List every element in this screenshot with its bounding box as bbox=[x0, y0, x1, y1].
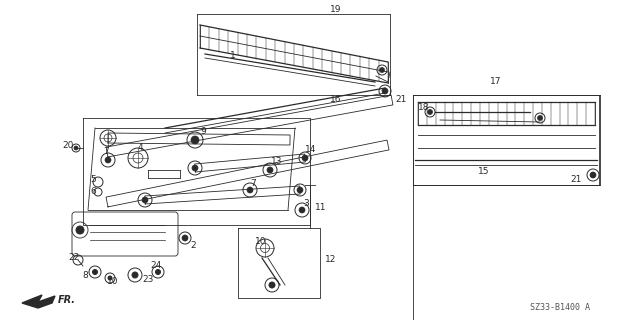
Text: 11: 11 bbox=[315, 203, 327, 212]
Text: 21: 21 bbox=[395, 94, 406, 103]
Text: 13: 13 bbox=[271, 157, 283, 166]
Text: 18: 18 bbox=[418, 102, 430, 111]
Circle shape bbox=[191, 136, 199, 144]
Text: 1: 1 bbox=[230, 51, 236, 60]
Circle shape bbox=[379, 68, 384, 73]
Circle shape bbox=[538, 116, 543, 121]
Circle shape bbox=[192, 165, 198, 171]
Text: 3: 3 bbox=[303, 198, 309, 207]
Circle shape bbox=[182, 235, 188, 241]
Text: 14: 14 bbox=[305, 146, 316, 155]
Text: 5: 5 bbox=[90, 175, 96, 185]
Text: 24: 24 bbox=[150, 260, 161, 269]
Circle shape bbox=[76, 226, 84, 234]
Circle shape bbox=[297, 187, 303, 193]
Circle shape bbox=[427, 109, 432, 115]
Circle shape bbox=[74, 146, 78, 150]
Circle shape bbox=[590, 172, 596, 178]
Text: 15: 15 bbox=[478, 167, 489, 177]
Text: FR.: FR. bbox=[58, 295, 76, 305]
Circle shape bbox=[108, 276, 112, 280]
Text: 9: 9 bbox=[200, 127, 206, 137]
Circle shape bbox=[142, 197, 148, 203]
Text: 10: 10 bbox=[255, 236, 266, 245]
Text: 23: 23 bbox=[142, 276, 153, 284]
Text: 20: 20 bbox=[62, 140, 73, 149]
Text: 10: 10 bbox=[107, 277, 119, 286]
Polygon shape bbox=[22, 295, 55, 308]
Text: 2: 2 bbox=[190, 241, 196, 250]
Text: 21: 21 bbox=[570, 175, 581, 185]
Text: 4: 4 bbox=[138, 143, 143, 153]
Circle shape bbox=[382, 88, 388, 94]
Circle shape bbox=[267, 167, 273, 173]
Circle shape bbox=[269, 282, 275, 288]
Circle shape bbox=[299, 207, 305, 213]
Text: 7: 7 bbox=[103, 148, 109, 156]
Text: SZ33-B1400 A: SZ33-B1400 A bbox=[530, 303, 590, 313]
Text: 8: 8 bbox=[82, 271, 88, 281]
Circle shape bbox=[155, 269, 160, 275]
Text: 16: 16 bbox=[330, 95, 342, 105]
Text: 12: 12 bbox=[325, 255, 337, 265]
Text: 7: 7 bbox=[250, 179, 256, 188]
Circle shape bbox=[247, 187, 253, 193]
Text: 19: 19 bbox=[330, 5, 342, 14]
Circle shape bbox=[132, 272, 138, 278]
Circle shape bbox=[302, 155, 308, 161]
Circle shape bbox=[105, 157, 111, 163]
Text: 17: 17 bbox=[490, 77, 502, 86]
Circle shape bbox=[93, 269, 97, 275]
Text: 22: 22 bbox=[68, 253, 79, 262]
Text: 6: 6 bbox=[90, 188, 96, 196]
